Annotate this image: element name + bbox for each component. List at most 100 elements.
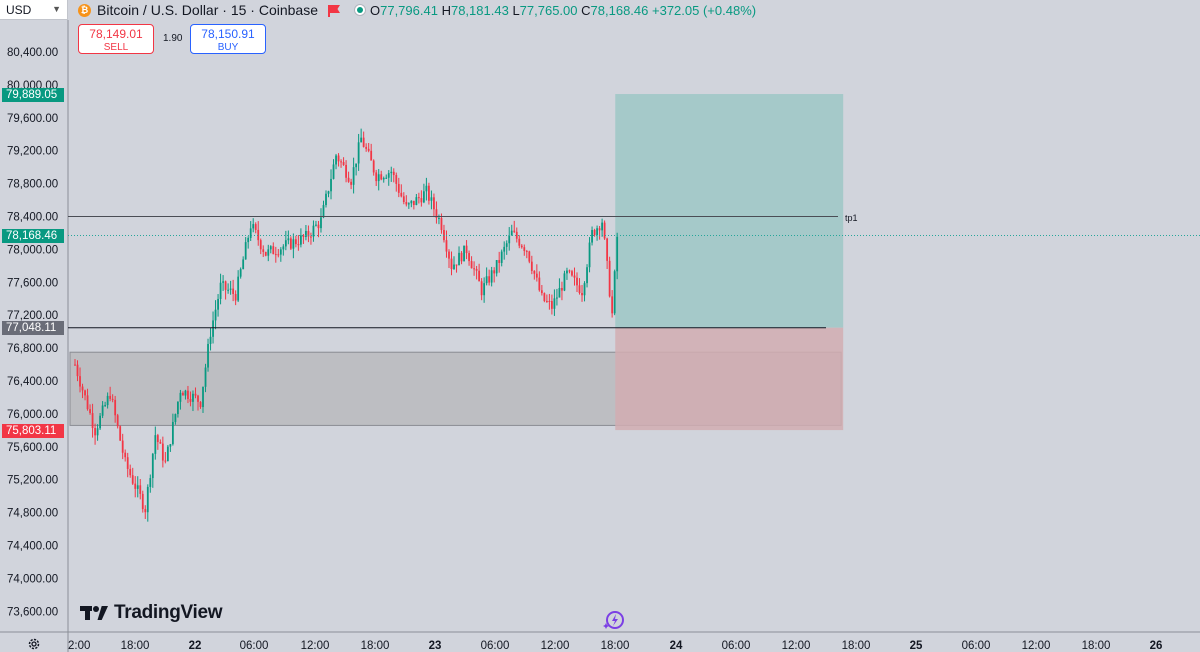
candle-body[interactable] [490,270,493,283]
candle-body[interactable] [468,253,470,262]
candle-body[interactable] [114,399,117,416]
candle-body[interactable] [528,251,531,262]
candle-body[interactable] [282,246,285,250]
candle-body[interactable] [455,264,458,266]
candle-body[interactable] [385,177,388,179]
candle-body[interactable] [194,393,197,396]
candle-body[interactable] [540,290,543,294]
candle-body[interactable] [247,237,250,243]
candle-body[interactable] [204,367,207,387]
candle-body[interactable] [166,446,169,462]
candle-body[interactable] [545,300,548,302]
candle-body[interactable] [96,428,99,436]
candle-body[interactable] [417,197,420,199]
candle-body[interactable] [480,281,483,296]
price-axis[interactable]: 80,400.0080,000.0079,600.0079,200.0078,8… [7,47,58,618]
candle-body[interactable] [520,245,523,248]
candle-body[interactable] [222,281,224,283]
candle-body[interactable] [377,174,380,182]
candle-body[interactable] [101,405,104,416]
candle-body[interactable] [104,405,107,407]
candle-body[interactable] [613,271,616,314]
candle-body[interactable] [259,240,262,250]
candle-body[interactable] [199,401,202,408]
candle-body[interactable] [538,277,541,291]
candle-body[interactable] [269,246,272,250]
candle-body[interactable] [515,231,518,239]
candle-body[interactable] [392,171,395,176]
candle-body[interactable] [322,205,325,218]
candle-body[interactable] [284,240,287,247]
candle-body[interactable] [352,167,355,185]
candle-body[interactable] [568,270,571,272]
candle-body[interactable] [551,301,553,309]
candle-body[interactable] [415,197,418,205]
candle-body[interactable] [440,217,443,230]
candle-body[interactable] [76,364,79,377]
candle-body[interactable] [119,426,122,441]
candle-body[interactable] [543,293,546,301]
candle-body[interactable] [227,289,230,291]
candle-body[interactable] [400,192,403,197]
candle-body[interactable] [249,228,252,238]
candle-body[interactable] [287,238,290,241]
candle-body[interactable] [576,277,578,286]
candle-body[interactable] [380,174,383,180]
candle-body[interactable] [483,283,486,296]
settings-gear-icon[interactable] [27,637,41,651]
candle-body[interactable] [616,236,619,272]
candle-body[interactable] [402,196,405,203]
candle-body[interactable] [89,409,91,414]
candle-body[interactable] [598,228,601,231]
candle-body[interactable] [209,336,212,344]
candle-body[interactable] [606,238,609,261]
candle-body[interactable] [345,164,347,178]
candle-body[interactable] [239,269,242,277]
candle-body[interactable] [171,421,174,445]
candle-body[interactable] [156,435,159,443]
candle-body[interactable] [470,261,473,269]
candle-body[interactable] [465,245,468,254]
candle-body[interactable] [315,224,317,226]
candle-body[interactable] [375,172,378,182]
time-axis[interactable]: 2:00 18:00 22 06:00 12:00 18:00 23 06:00 12:00 18… [68,640,1162,652]
candle-body[interactable] [310,236,312,238]
candle-body[interactable] [212,320,214,337]
candle-body[interactable] [234,293,237,301]
candle-body[interactable] [601,222,603,231]
candle-body[interactable] [192,393,194,402]
candle-body[interactable] [264,251,267,256]
candle-body[interactable] [161,443,164,461]
candle-body[interactable] [390,171,393,174]
candle-body[interactable] [493,270,496,274]
candle-body[interactable] [561,287,563,291]
candle-body[interactable] [327,191,330,194]
candle-body[interactable] [500,251,503,263]
candle-body[interactable] [603,222,606,239]
candle-body[interactable] [134,483,137,489]
candle-body[interactable] [556,297,558,299]
candle-body[interactable] [217,298,219,310]
candle-body[interactable] [365,146,368,149]
candle-body[interactable] [611,296,614,314]
candle-body[interactable] [244,242,247,260]
candle-body[interactable] [305,231,307,237]
candle-body[interactable] [433,197,435,210]
candle-body[interactable] [581,293,583,296]
candle-body[interactable] [458,252,460,266]
candle-body[interactable] [335,155,337,165]
candle-body[interactable] [596,228,598,235]
candle-body[interactable] [578,285,581,294]
long-stop-zone[interactable] [615,327,844,431]
candle-body[interactable] [453,264,455,270]
candle-body[interactable] [337,155,340,162]
candle-body[interactable] [448,251,450,259]
candle-body[interactable] [267,249,270,256]
candle-body[interactable] [189,398,192,402]
candle-body[interactable] [229,288,232,290]
candle-body[interactable] [475,268,478,271]
candle-body[interactable] [126,457,129,469]
candle-body[interactable] [187,390,189,399]
candle-body[interactable] [116,415,119,427]
candle-body[interactable] [91,413,94,429]
